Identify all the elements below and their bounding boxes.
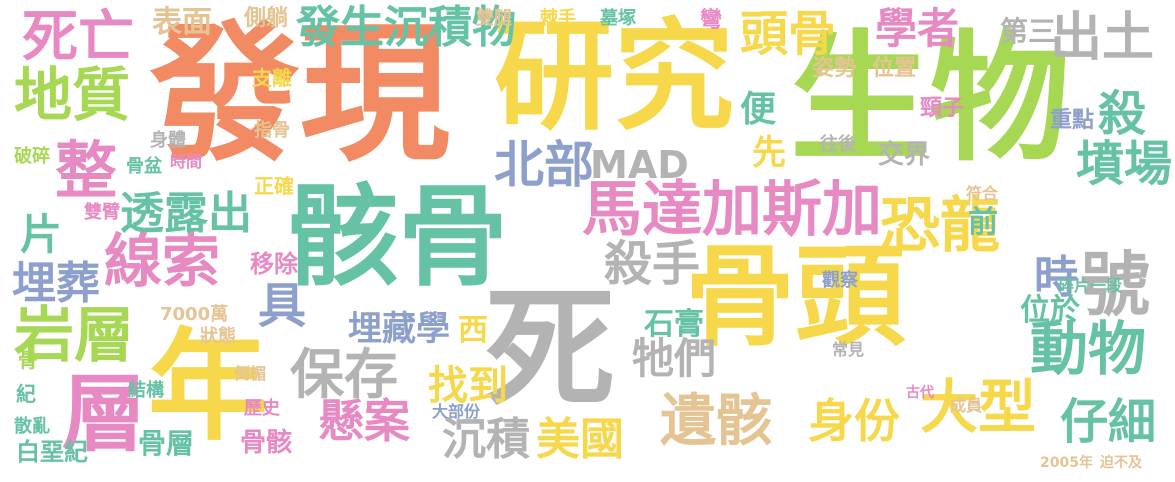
word-cloud-term: 指骨 bbox=[254, 120, 290, 141]
word-cloud-term: 透露出 bbox=[120, 188, 252, 239]
word-cloud-term: 墳場 bbox=[1076, 136, 1173, 192]
word-cloud-term: 動物 bbox=[1030, 315, 1147, 383]
word-cloud-term: 殺 bbox=[1098, 86, 1147, 142]
word-cloud-term: 研究 bbox=[494, 8, 734, 147]
word-cloud-term: 號 bbox=[1080, 244, 1150, 326]
word-cloud-term: 支離 bbox=[252, 66, 292, 90]
word-cloud-term: 棘手 bbox=[540, 8, 576, 29]
word-cloud-term: 移除 bbox=[250, 250, 298, 278]
word-cloud-term: 層 bbox=[62, 365, 147, 463]
word-cloud-term: 片 bbox=[20, 210, 63, 259]
word-cloud-term: 岩層 bbox=[14, 301, 134, 371]
word-cloud-term: 大型 bbox=[920, 373, 1037, 441]
word-cloud-term: 倒楣 bbox=[234, 364, 267, 383]
word-cloud-term: 前 bbox=[968, 205, 998, 240]
word-cloud-term: 成員 bbox=[950, 396, 983, 415]
word-cloud-term: 埋葬 bbox=[12, 258, 100, 309]
word-cloud-term: 往後 bbox=[820, 134, 856, 155]
word-cloud-term: 身體 bbox=[150, 130, 186, 151]
word-cloud-term: 第三 bbox=[1000, 15, 1057, 48]
word-cloud-term: 死亡 bbox=[22, 5, 134, 70]
word-cloud-term: 遺骸 bbox=[660, 389, 772, 454]
word-cloud-term: 骨層 bbox=[138, 427, 195, 460]
word-cloud-term: 恐龍 bbox=[880, 191, 1000, 261]
word-cloud-term: 結構 bbox=[128, 380, 164, 401]
word-cloud-term: 身份 bbox=[808, 394, 900, 448]
word-cloud-term: 懸案 bbox=[318, 394, 410, 448]
word-cloud-term: 頸子 bbox=[920, 96, 965, 121]
word-cloud-term: 骨頭 bbox=[685, 233, 905, 361]
word-cloud-term: 觀察 bbox=[822, 270, 858, 291]
word-cloud-term: 骨 bbox=[18, 348, 38, 372]
word-cloud-term: 雙腿 bbox=[476, 8, 512, 29]
word-cloud-term: 保存 bbox=[290, 343, 398, 406]
word-cloud-term: 位於 bbox=[1020, 293, 1080, 328]
word-cloud-term: 便 bbox=[740, 89, 777, 130]
word-cloud-term: 表面 bbox=[152, 5, 212, 40]
word-cloud-term: 出土 bbox=[1050, 8, 1155, 68]
word-cloud-term: 姿勢 bbox=[812, 56, 857, 81]
word-cloud-term: 西 bbox=[458, 313, 488, 348]
word-cloud-term: 白堊紀 bbox=[16, 438, 88, 466]
word-cloud-term: 仔細 bbox=[1060, 394, 1157, 450]
word-cloud-term: 發生沉積物 bbox=[296, 2, 516, 53]
word-cloud-term: 北部 bbox=[494, 136, 594, 194]
word-cloud-term: 沉積 bbox=[442, 414, 530, 465]
word-cloud-term: 散亂 bbox=[14, 416, 50, 437]
word-cloud-term: 生物 bbox=[790, 18, 1071, 181]
word-cloud-term: 骨盆 bbox=[126, 156, 162, 177]
word-cloud-term: 時間 bbox=[170, 152, 203, 171]
word-cloud-term: 彎 bbox=[700, 8, 723, 33]
word-cloud-term: 具 bbox=[258, 278, 307, 334]
word-cloud-term: 古代 bbox=[906, 385, 934, 401]
word-cloud-term: 馬達加斯加 bbox=[582, 175, 882, 245]
word-cloud-term: 重點 bbox=[1050, 108, 1095, 133]
word-cloud-term: 2005年 bbox=[1040, 455, 1093, 471]
word-cloud-term: 側躺 bbox=[244, 6, 289, 31]
word-cloud-term: 頭骨 bbox=[740, 6, 837, 62]
word-cloud-term: MAD bbox=[590, 143, 689, 187]
word-cloud-term: 線索 bbox=[104, 227, 221, 295]
word-cloud-term: 大部份 bbox=[432, 402, 481, 421]
word-cloud-term: 常見 bbox=[832, 340, 865, 359]
word-cloud-term: 碎片一段 bbox=[1058, 276, 1123, 295]
word-cloud-term: 迫不及 bbox=[1100, 455, 1142, 471]
word-cloud-term: 時 bbox=[1034, 252, 1078, 303]
word-cloud-term: 雙臂 bbox=[84, 202, 120, 223]
word-cloud-term: 墓塚 bbox=[600, 8, 636, 29]
word-cloud-term: 牠們 bbox=[632, 334, 717, 383]
word-cloud-term: 符合 bbox=[966, 184, 999, 203]
word-cloud-term: 美國 bbox=[536, 414, 624, 465]
word-cloud-term: 學者 bbox=[875, 4, 960, 53]
word-cloud-term: 骨骸 bbox=[240, 428, 293, 458]
word-cloud-term: 發現 bbox=[150, 8, 451, 182]
word-cloud-term: 交界 bbox=[878, 140, 931, 170]
word-cloud-term: 狀態 bbox=[200, 326, 236, 347]
word-cloud-term: 埋藏學 bbox=[348, 309, 450, 349]
word-cloud-term: 正確 bbox=[254, 174, 294, 198]
word-cloud-term: 死 bbox=[485, 273, 616, 425]
word-cloud-term: 位置 bbox=[872, 56, 917, 81]
word-cloud-term: 先 bbox=[752, 133, 786, 173]
word-cloud-term: 骸骨 bbox=[288, 173, 508, 301]
word-cloud-term: 年 bbox=[148, 318, 268, 457]
word-cloud-term: 破碎 bbox=[14, 146, 50, 167]
word-cloud-term: 紀 bbox=[16, 382, 36, 406]
word-cloud-term: 殺手 bbox=[604, 236, 701, 292]
word-cloud-term: 歷史 bbox=[244, 398, 280, 419]
word-cloud-term: 地質 bbox=[14, 61, 131, 129]
word-cloud-term: 找到 bbox=[428, 363, 508, 409]
word-cloud-term: 石膏 bbox=[644, 307, 704, 342]
word-cloud-term: 7000萬 bbox=[160, 304, 229, 325]
word-cloud-term: 整 bbox=[55, 134, 118, 207]
